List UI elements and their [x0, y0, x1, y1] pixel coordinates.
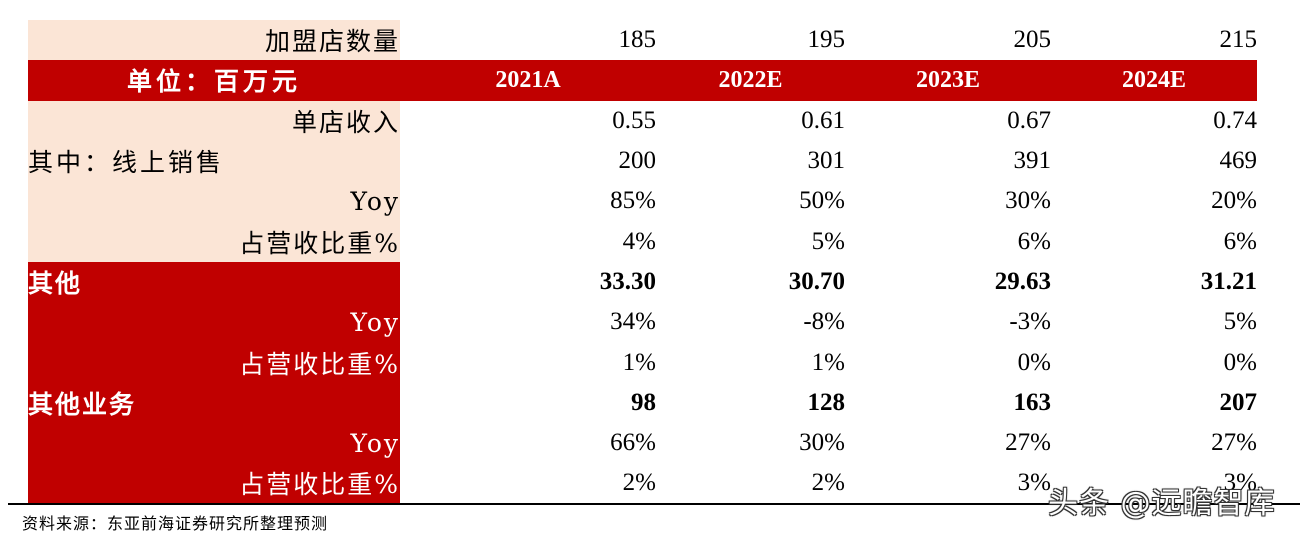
cell-value: 5% [811, 227, 845, 255]
cell-value: 163 [1013, 388, 1052, 416]
cell-value: 31.21 [1200, 267, 1257, 295]
cell-value: 301 [807, 147, 846, 175]
cell-value: 30% [1005, 187, 1051, 215]
table-row-store-revenue: 单店收入 0.55 0.61 0.67 0.74 [28, 100, 1257, 141]
cell-value: 50% [799, 187, 845, 215]
column-header-2021a: 2021A [400, 60, 656, 101]
unit-label: 单位：百万元 [28, 60, 400, 101]
table-row-online-yoy: Yoy 85% 50% 30% 20% [28, 181, 1257, 222]
cell-value: 33.30 [599, 267, 656, 295]
cell-value: 207 [1219, 388, 1258, 416]
row-label: Yoy [28, 181, 400, 222]
cell-value: 3% [1017, 469, 1051, 497]
row-label: 单店收入 [28, 100, 400, 141]
row-label: Yoy [28, 422, 400, 464]
cell-value: 0.67 [1007, 106, 1051, 134]
cell-value: 98 [631, 388, 656, 416]
column-header-2023e: 2023E [845, 60, 1051, 101]
cell-value: 0.55 [612, 106, 656, 134]
cell-value: 2% [622, 469, 656, 497]
row-label: 占营收比重% [28, 463, 400, 504]
cell-value: -3% [1009, 308, 1051, 336]
cell-value: 0% [1223, 348, 1257, 376]
table-row-other-yoy: Yoy 34% -8% -3% 5% [28, 302, 1257, 343]
cell-value: 185 [618, 26, 657, 54]
row-label: 其他业务 [28, 382, 400, 423]
cell-value: 6% [1017, 227, 1051, 255]
row-label: Yoy [28, 302, 400, 343]
cell-value: 29.63 [994, 267, 1051, 295]
cell-value: 200 [618, 147, 657, 175]
cell-value: 195 [807, 26, 846, 54]
table-row-other-business-share: 占营收比重% 2% 2% 3% 3% [28, 463, 1257, 504]
cell-value: 128 [807, 388, 846, 416]
row-label: 占营收比重% [28, 221, 400, 262]
cell-value: 20% [1211, 187, 1257, 215]
cell-value: 0.74 [1213, 106, 1257, 134]
source-note: 资料来源：东亚前海证券研究所整理预测 [22, 514, 329, 533]
watermark-text: 头条 @远瞻智库 [1048, 486, 1276, 521]
cell-value: 391 [1013, 147, 1052, 175]
cell-value: 6% [1223, 227, 1257, 255]
row-label: 其中：线上销售 [28, 140, 400, 182]
cell-value: 0% [1017, 348, 1051, 376]
table-row-online-sales: 其中：线上销售 200 301 391 469 [28, 140, 1258, 182]
row-label: 加盟店数量 [28, 20, 400, 61]
cell-value: 5% [1223, 308, 1257, 336]
cell-value: 27% [1005, 429, 1051, 457]
cell-value: 85% [610, 187, 656, 215]
cell-value: 66% [610, 429, 656, 457]
row-label: 占营收比重% [28, 342, 400, 383]
cell-value: 30% [799, 429, 845, 457]
cell-value: 0.61 [801, 106, 845, 134]
table-row-other-business: 其他业务 98 128 163 207 [28, 382, 1258, 423]
cell-value: 4% [622, 227, 656, 255]
cell-value: 215 [1219, 26, 1258, 54]
bottom-divider [8, 503, 1300, 505]
cell-value: -8% [803, 308, 845, 336]
cell-value: 1% [811, 348, 845, 376]
table-header-row: 单位：百万元 2021A 2022E 2023E 2024E [28, 60, 1257, 101]
cell-value: 34% [610, 308, 656, 336]
table-row-franchise-count: 加盟店数量 185 195 205 215 [28, 20, 1258, 61]
cell-value: 27% [1211, 429, 1257, 457]
table-row-other-business-yoy: Yoy 66% 30% 27% 27% [28, 422, 1257, 464]
table-row-other-share: 占营收比重% 1% 1% 0% 0% [28, 342, 1257, 383]
financial-forecast-table: 加盟店数量 185 195 205 215 单位：百万元 2021A 2022E… [28, 20, 1257, 504]
column-header-2024e: 2024E [1051, 60, 1257, 101]
row-label: 其他 [28, 261, 400, 303]
cell-value: 30.70 [788, 267, 845, 295]
table-row-online-share: 占营收比重% 4% 5% 6% 6% [28, 221, 1257, 262]
cell-value: 2% [811, 469, 845, 497]
table-row-other: 其他 33.30 30.70 29.63 31.21 [28, 261, 1257, 303]
cell-value: 205 [1013, 26, 1052, 54]
column-header-2022e: 2022E [656, 60, 845, 101]
cell-value: 469 [1219, 147, 1258, 175]
cell-value: 3% [1223, 469, 1257, 497]
cell-value: 1% [622, 348, 656, 376]
